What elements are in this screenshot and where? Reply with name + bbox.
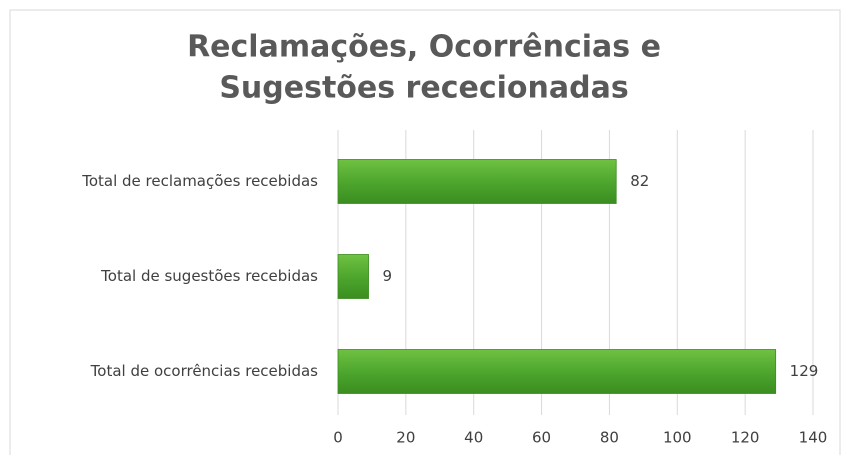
x-tick-label: 80	[600, 429, 619, 447]
bar	[337, 254, 369, 299]
bar	[337, 159, 617, 204]
y-tick-label: Total de ocorrências recebidas	[90, 362, 319, 380]
x-tick-label: 100	[663, 429, 692, 447]
x-tick-label: 120	[731, 429, 760, 447]
y-tick-label: Total de reclamações recebidas	[81, 172, 318, 190]
x-tick-label: 40	[464, 429, 483, 447]
chart-title: Sugestões rececionadas	[219, 71, 628, 106]
bar	[337, 349, 777, 394]
y-tick-label: Total de sugestões recebidas	[100, 267, 318, 285]
x-tick-label: 20	[396, 429, 415, 447]
data-label: 129	[790, 362, 819, 380]
data-label: 9	[383, 267, 393, 285]
x-tick-label: 0	[333, 429, 343, 447]
data-label: 82	[630, 172, 649, 190]
x-tick-label: 140	[799, 429, 828, 447]
chart-title: Reclamações, Ocorrências e	[187, 30, 661, 65]
x-tick-label: 60	[532, 429, 551, 447]
